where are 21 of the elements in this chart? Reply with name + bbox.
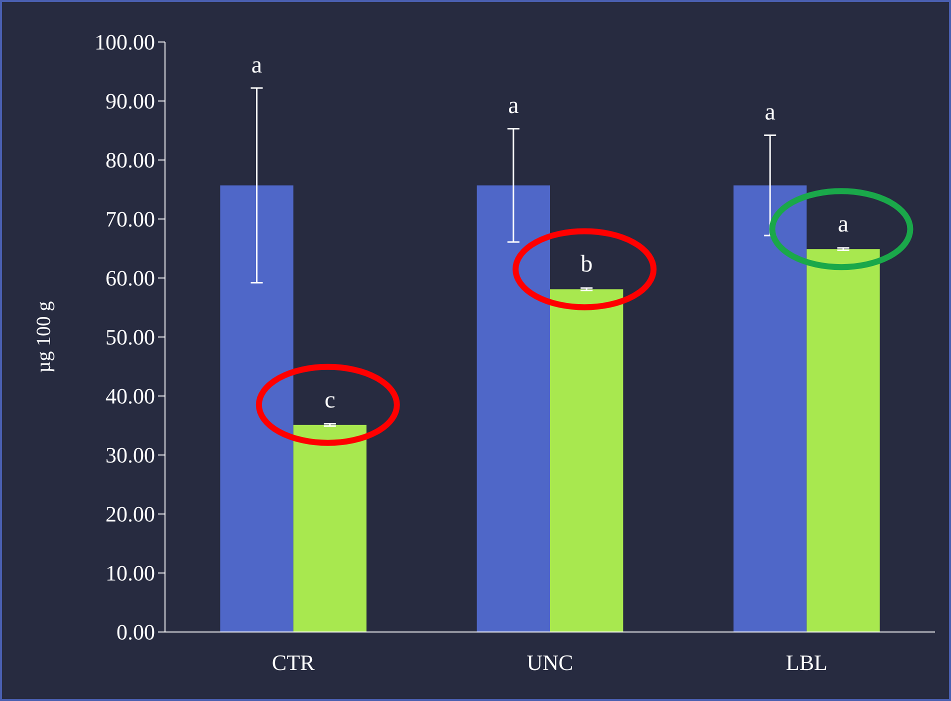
y-tick-label: 10.00 [106,560,155,586]
annotation: a [764,100,776,126]
x-tick-label: CTR [272,650,316,675]
x-tick-label: UNC [526,650,574,675]
y-tick-label: 0.00 [116,620,155,645]
x-tick-label: LBL [786,650,828,675]
y-tick-label: 70.00 [106,206,155,232]
y-tick-label: 20.00 [106,502,155,527]
y-tick-label: 30.00 [106,442,155,468]
y-axis-title: µg 100 g [33,301,55,373]
y-tick-label: 60.00 [106,266,155,291]
y-tick-label: 40.00 [106,384,155,409]
annotation: c [324,387,336,414]
y-tick-label: 50.00 [106,324,155,350]
annotation: a [838,211,849,238]
y-tick-label: 80.00 [106,148,155,173]
annotation: a [251,52,262,78]
annotation: b [580,252,593,278]
annotation: a [508,93,520,120]
y-tick-label: 100.00 [94,30,155,55]
y-tick-label: 90.00 [106,88,155,114]
